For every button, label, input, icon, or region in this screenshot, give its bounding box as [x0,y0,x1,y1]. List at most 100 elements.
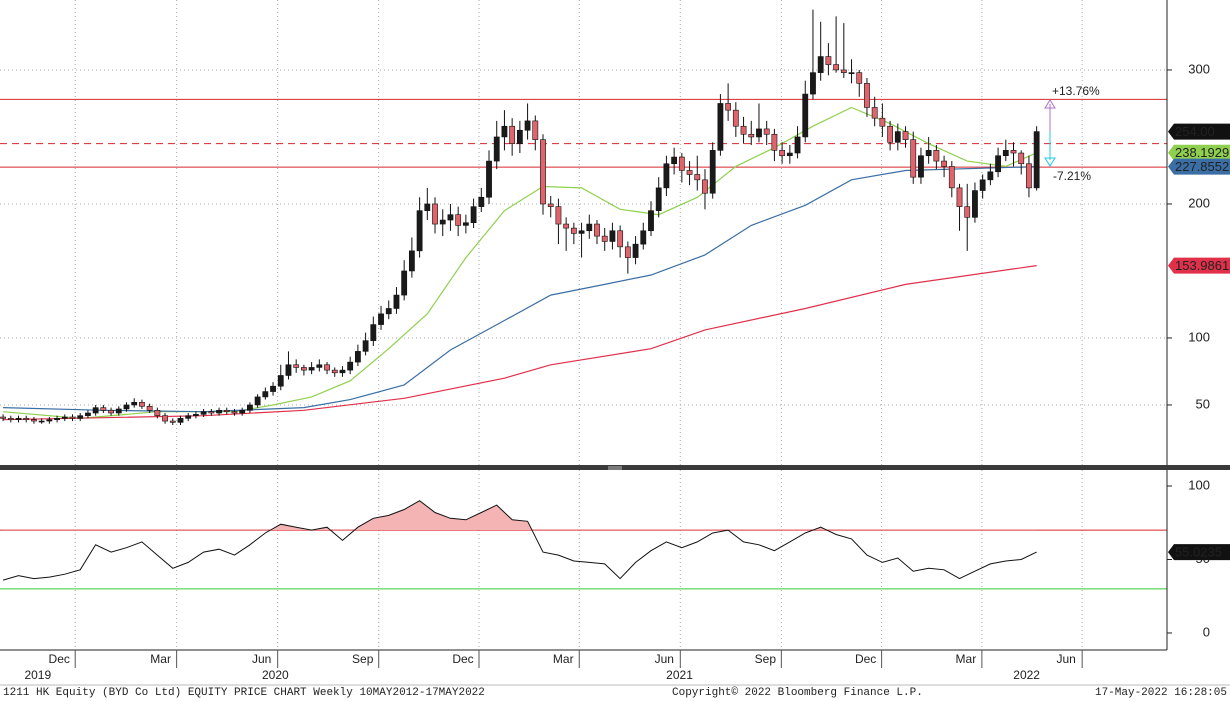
candle-body [632,243,639,258]
candle-body [385,308,392,315]
candle-body [254,396,261,406]
candle-body [532,120,539,140]
candle-body [347,361,354,371]
candle-body [925,150,932,157]
candle-body [894,131,901,143]
candle-body [624,246,631,258]
value-box [1168,158,1230,175]
candle-body [1018,152,1025,165]
value-box-label: 55.0235 [1175,545,1222,560]
x-tick-label: Mar [150,652,171,666]
x-tick-label: Jun [1056,652,1075,666]
candle-body [115,408,122,414]
annotation: +13.76% [1052,84,1100,98]
candle-body [879,117,886,127]
candle-body [609,230,616,242]
y-tick-label: 200 [1188,195,1210,210]
candle-body [840,69,847,73]
x-tick-label: Jun [655,652,674,666]
year-label: 2021 [666,668,693,682]
candle-body [918,155,924,178]
candle-body [339,369,346,374]
candle-body [655,187,662,211]
candle-body [61,416,68,419]
year-label: 2019 [24,668,51,682]
candle-body [447,214,454,221]
candle-body [331,369,338,374]
candle-body [802,93,809,138]
moving-average [3,106,1037,420]
candle-body [455,214,462,226]
candle-body [131,401,138,406]
candle-body [424,203,431,211]
candle-body [617,230,624,248]
x-tick-label: Dec [855,652,876,666]
candle-body [15,418,22,421]
candle-body [46,419,53,422]
candle-body [486,160,492,198]
candle-body [864,83,870,108]
candle-body [594,223,600,237]
candle-body [393,294,400,309]
candle-body [786,152,793,157]
annotation: -7.21% [1053,169,1091,183]
moving-average [3,166,1037,413]
candle-body [902,131,909,140]
candle-body [177,418,184,423]
value-box-label: 227.8552 [1175,159,1229,174]
candle-body [640,230,647,245]
candle-body [871,107,878,119]
x-tick-label: Mar [956,652,977,666]
value-box-label: 153.9861 [1175,258,1229,273]
candle-body [856,72,863,84]
chart-title: 1211 HK Equity (BYD Co Ltd) EQUITY PRICE… [3,687,485,699]
candle-body [408,250,415,272]
candle-body [524,120,531,131]
candle-body [555,206,562,225]
candle-body [825,56,832,65]
candle-body [162,415,168,422]
candle-body [200,411,207,415]
candle-body [154,410,161,416]
candle-body [69,416,76,419]
candle-body [771,133,778,151]
y-tick-label: 0 [1203,624,1210,639]
candle-body [810,72,816,95]
candle-body [972,190,978,218]
candle-body [7,418,14,421]
x-tick-label: Mar [553,652,574,666]
value-box [1168,144,1230,161]
candle-body [208,411,215,414]
y-tick-label: 50 [1196,396,1210,411]
candle-body [270,385,276,392]
candle-body [401,270,408,296]
moving-average [3,265,1037,421]
candle-body [1002,150,1009,157]
candle-body [31,419,37,422]
candle-body [702,179,708,194]
year-label: 2022 [1013,668,1040,682]
candle-body [648,210,654,232]
candle-body [1026,163,1032,189]
candle-body [416,210,423,252]
x-tick-label: Dec [452,652,473,666]
candle-body [277,375,284,387]
candle-body [300,367,307,371]
candle-body [987,171,994,181]
candle-body [92,407,99,414]
rsi-line [2,500,1037,581]
candle-body [563,223,570,229]
y-tick-label: 100 [1188,329,1210,344]
candle-body [0,416,6,419]
candle-body [262,391,269,398]
candle-body [378,313,384,325]
candle-body [933,150,940,162]
candle-body [193,414,199,416]
candle-body [748,133,755,138]
candle-body [709,150,716,194]
candle-body [185,415,192,419]
candle-body [848,72,855,74]
candle-body [470,206,477,224]
candle-body [817,56,824,73]
